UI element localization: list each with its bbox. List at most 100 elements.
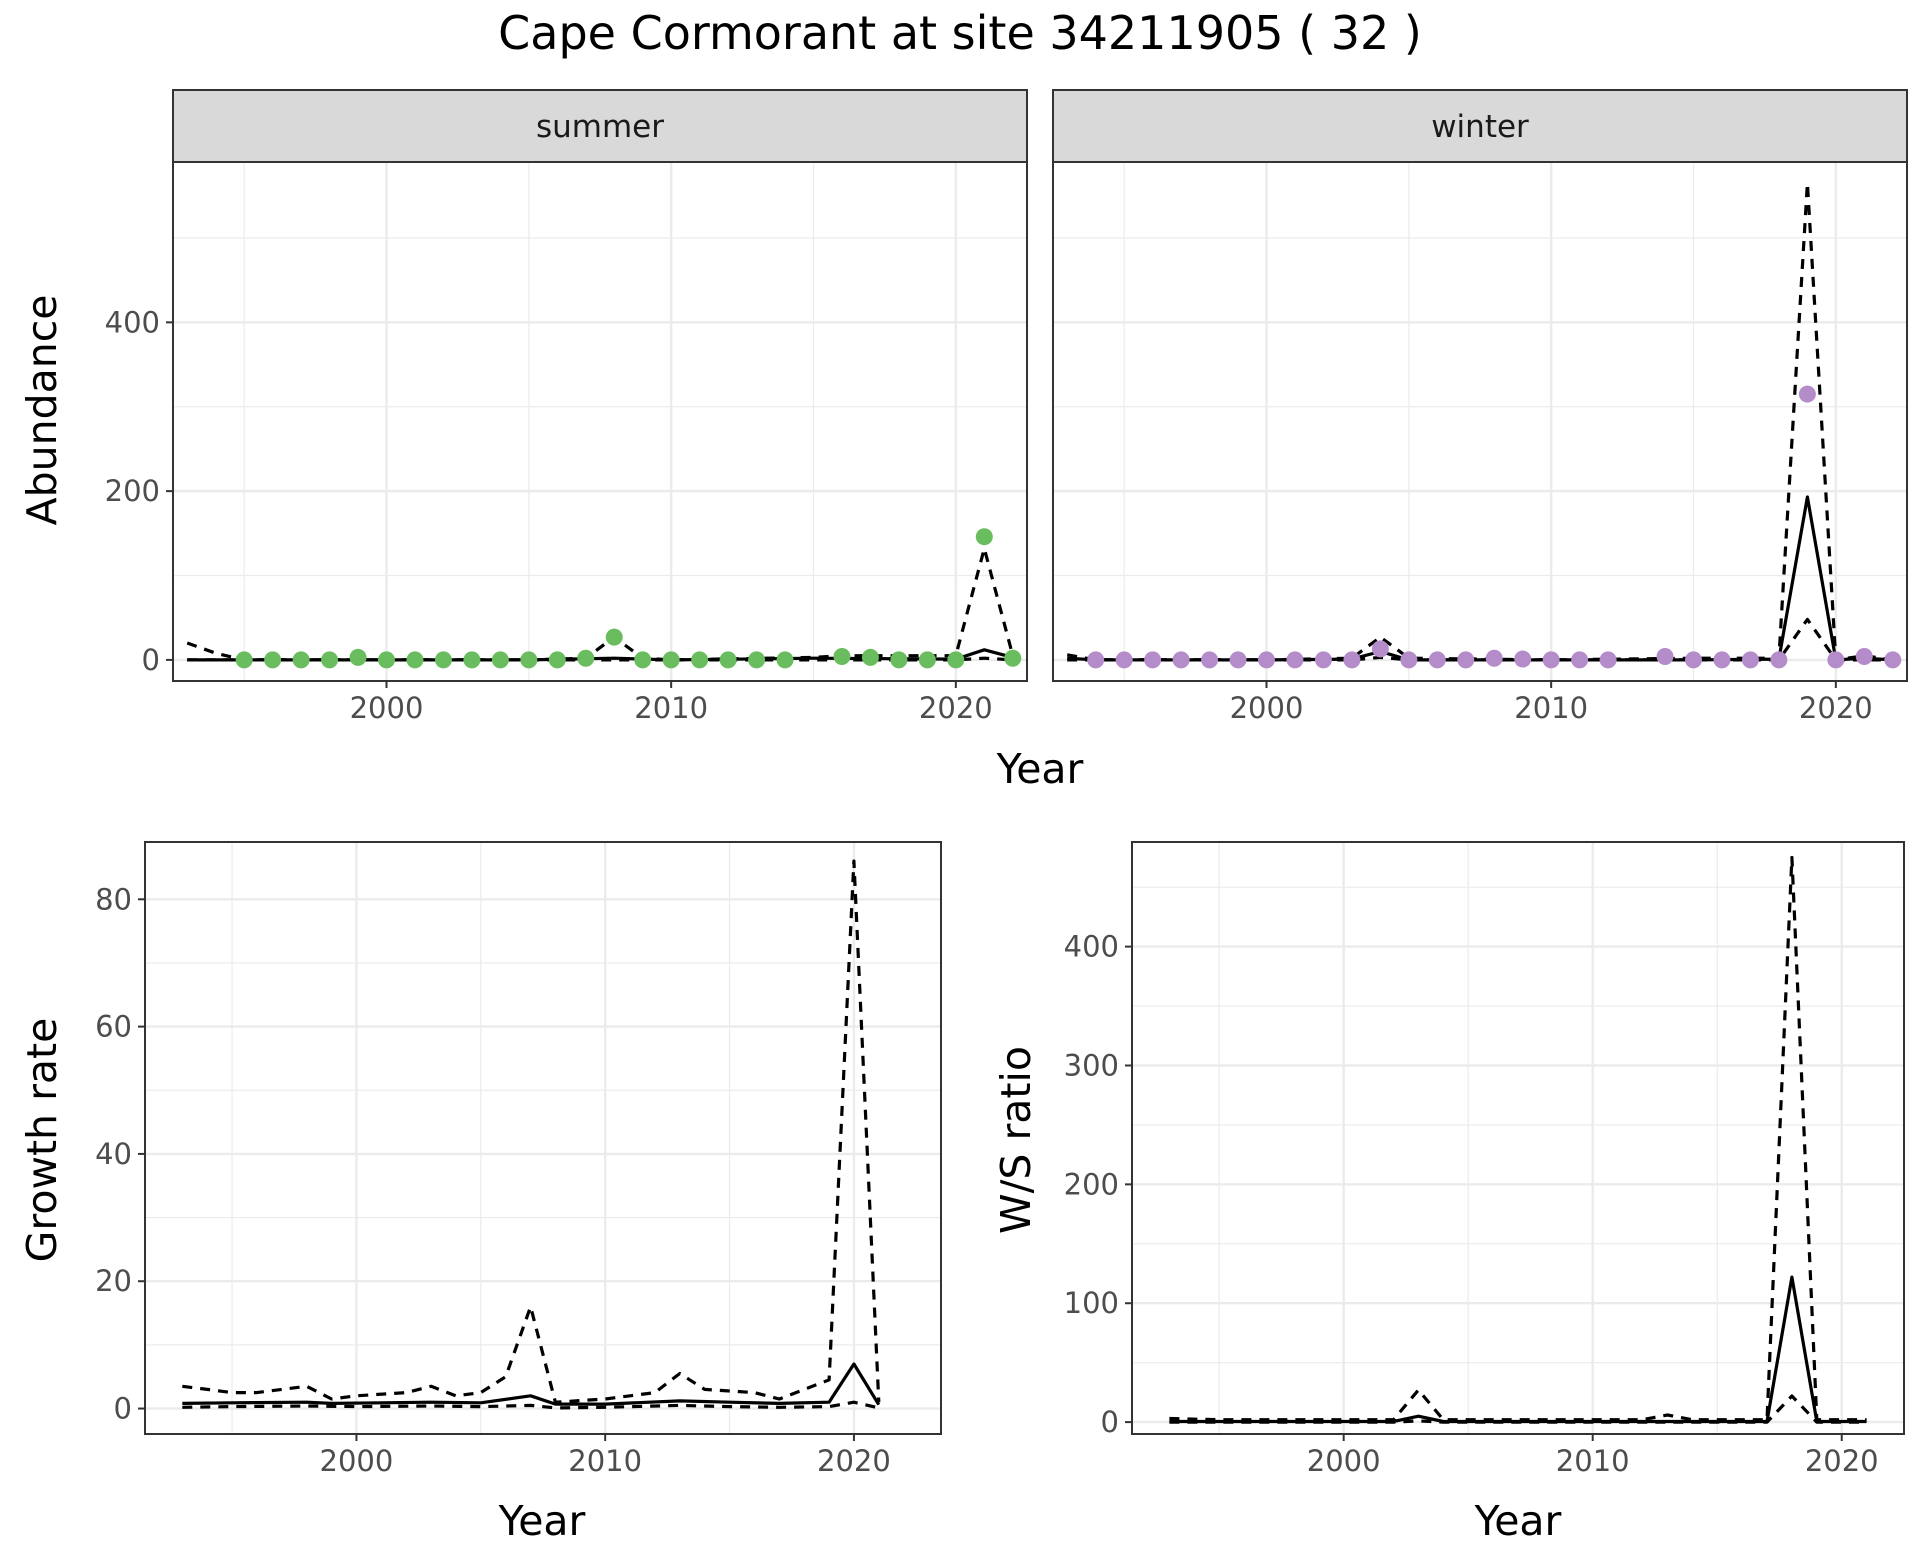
abundance-summer-y-tick-label: 400: [105, 305, 160, 339]
abundance-winter-x-tick-label: 2010: [1514, 691, 1588, 725]
abundance-summer-data-point: [833, 648, 851, 666]
growth-series-dashed-line-3: [182, 1400, 880, 1410]
ws-ratio-y-tick-label: 400: [1064, 930, 1119, 964]
abundance-summer-data-point: [605, 628, 623, 646]
abundance-winter-data-point: [1144, 651, 1162, 669]
abundance-winter-x-tick-label: 2000: [1230, 691, 1304, 725]
abundance-summer-y-tick-label: 200: [105, 474, 160, 508]
abundance-summer-data-point: [634, 651, 652, 669]
abundance-winter-strip: [1052, 89, 1908, 163]
abundance-summer-series-dashed-line-2: [186, 546, 1015, 662]
abundance-winter-data-point: [1087, 651, 1105, 669]
abundance-summer-data-point: [520, 651, 538, 669]
abundance-winter-data-point: [1542, 651, 1560, 669]
growth-y-tick-label: 40: [95, 1137, 132, 1171]
abundance-summer-data-point: [434, 651, 452, 669]
ws-ratio-y-tick-label: 300: [1064, 1048, 1119, 1082]
abundance-winter-data-point: [1485, 649, 1503, 667]
abundance-winter-data-point: [1172, 651, 1190, 669]
ws-ratio-y-tick-label: 0: [1101, 1405, 1119, 1439]
abundance-plot: 2000 2010 2020 0 200 400 summer 2000 2010 2020 wi…: [18, 89, 1908, 793]
abundance-summer-data-point: [918, 651, 936, 669]
growth-y-axis-title: Growth rate: [18, 1018, 66, 1263]
abundance-summer-data-point: [776, 651, 794, 669]
abundance-summer-data-point: [292, 651, 310, 669]
abundance-winter-data-point: [1855, 648, 1873, 666]
abundance-winter-data-point: [1258, 651, 1275, 669]
abundance-summer-data-point: [491, 651, 509, 669]
abundance-winter-data-point: [1201, 651, 1219, 669]
abundance-summer-y-tick-label: 0: [142, 643, 160, 677]
abundance-summer-data-point: [861, 648, 879, 666]
growth-y-tick-label: 0: [114, 1392, 132, 1426]
growth-plot-background: [145, 842, 941, 1434]
chart-title: Cape Cormorant at site 34211905 ( 32 ): [498, 6, 1422, 60]
growth-rate-panel: 2000 2010 2020 0 20 40 60 80: [95, 841, 942, 1478]
abundance-summer-x-tick-label: 2010: [634, 691, 708, 725]
ws-y-axis-title: W/S ratio: [992, 1046, 1040, 1234]
growth-y-tick-label: 20: [95, 1264, 132, 1298]
ws-ratio-series-dashed-line-2: [1169, 855, 1867, 1422]
abundance-summer-x-tick-label: 2000: [350, 691, 424, 725]
abundance-summer-data-point: [264, 651, 282, 669]
abundance-winter-plot-background: [1053, 162, 1907, 681]
ws-ratio-panel: 2000 2010 2020 0 100 200 300 400: [1064, 841, 1905, 1478]
abundance-winter-data-point: [1571, 651, 1589, 669]
abundance-summer-x-tick-label: 2020: [919, 691, 993, 725]
abundance-winter-data-point: [1286, 651, 1304, 669]
abundance-winter-data-point: [1428, 651, 1446, 669]
abundance-summer-data-point: [235, 651, 253, 669]
abundance-summer-data-point: [662, 651, 680, 669]
abundance-summer-data-point: [406, 651, 424, 669]
abundance-winter-data-point: [1457, 651, 1475, 669]
abundance-summer-strip-label: summer: [536, 109, 664, 145]
growth-y-tick-label: 80: [95, 882, 132, 916]
abundance-winter-data-point: [1685, 651, 1702, 669]
abundance-summer-data-point: [1004, 649, 1022, 667]
ws-ratio-series-dashed-line-3: [1169, 1394, 1867, 1424]
ws-ratio-plot-background: [1132, 842, 1904, 1434]
abundance-summer-data-point: [691, 651, 709, 669]
ws-ratio-x-tick-label: 2020: [1805, 1444, 1879, 1478]
abundance-summer-data-point: [548, 651, 566, 669]
growth-series-solid-line-1: [182, 1362, 881, 1406]
abundance-winter-x-tick-label: 2020: [1799, 691, 1873, 725]
ws-ratio-panel-border: [1131, 841, 1905, 1435]
abundance-winter-data-point: [1827, 651, 1845, 669]
abundance-winter-data-point: [1656, 648, 1674, 666]
abundance-summer-data-point: [890, 651, 908, 669]
ws-ratio-plot: 2000 2010 2020 0 100 200 300 400 W/S ratio Year: [992, 841, 1905, 1545]
growth-y-tick-label: 60: [95, 1010, 132, 1044]
abundance-winter-data-point: [1229, 651, 1247, 669]
growth-series-dashed-line-2: [182, 859, 881, 1404]
growth-x-tick-label: 2000: [320, 1444, 394, 1478]
abundance-winter-data-point: [1115, 651, 1133, 669]
abundance-winter-data-point: [1371, 640, 1389, 658]
abundance-winter-data-point: [1343, 651, 1361, 669]
growth-rate-plot: 2000 2010 2020 0 20 40 60 80 Growth rate Year: [18, 841, 942, 1545]
abundance-panel-winter: 2000 2010 2020 winter: [1052, 89, 1908, 725]
abundance-winter-data-point: [1770, 651, 1788, 669]
abundance-winter-data-point: [1400, 651, 1418, 669]
abundance-x-axis-title: Year: [996, 745, 1084, 793]
growth-panel-border: [144, 841, 942, 1435]
abundance-winter-data-point: [1514, 650, 1532, 668]
abundance-summer-data-point: [975, 528, 993, 546]
abundance-winter-data-point: [1314, 651, 1332, 669]
growth-x-tick-label: 2020: [817, 1444, 891, 1478]
ws-ratio-y-tick-label: 200: [1064, 1167, 1119, 1201]
abundance-summer-data-point: [577, 649, 595, 667]
abundance-panel-summer: 2000 2010 2020 0 200 400 summer: [105, 89, 1028, 725]
abundance-summer-plot-background: [173, 162, 1027, 681]
abundance-summer-strip: [172, 89, 1028, 163]
abundance-winter-strip-label: winter: [1431, 109, 1529, 145]
growth-x-tick-label: 2010: [568, 1444, 642, 1478]
ws-x-axis-title: Year: [1474, 1497, 1562, 1545]
ws-ratio-y-tick-label: 100: [1064, 1286, 1119, 1320]
abundance-winter-data-point: [1884, 651, 1902, 669]
abundance-winter-data-point: [1599, 651, 1617, 669]
abundance-winter-data-point: [1741, 651, 1759, 669]
abundance-summer-data-point: [378, 651, 395, 669]
growth-x-axis-title: Year: [498, 1497, 586, 1545]
